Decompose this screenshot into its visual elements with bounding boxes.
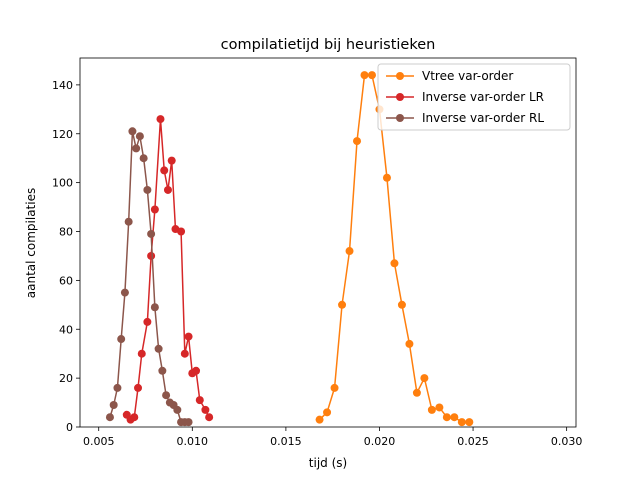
data-point: [158, 366, 167, 375]
data-point: [177, 227, 186, 236]
legend-label: Inverse var-order LR: [422, 90, 544, 104]
legend-marker: [396, 72, 404, 80]
data-point: [150, 205, 159, 214]
data-point: [457, 418, 466, 427]
data-point: [163, 185, 172, 194]
chart-title: compilatietijd bij heuristieken: [221, 37, 436, 53]
legend-label: Vtree var-order: [422, 69, 513, 83]
x-tick-label: 0.015: [270, 435, 302, 448]
series-2: [105, 127, 193, 427]
y-tick-label: 80: [59, 226, 73, 239]
data-point: [147, 229, 156, 238]
data-point: [184, 418, 193, 427]
data-point: [154, 344, 163, 353]
data-point: [345, 247, 354, 256]
x-tick-label: 0.025: [457, 435, 489, 448]
data-point: [338, 300, 347, 309]
data-point: [143, 317, 152, 326]
data-point: [201, 405, 210, 414]
data-point: [117, 335, 126, 344]
data-point: [132, 144, 141, 153]
data-point: [353, 137, 362, 146]
data-point: [109, 401, 118, 410]
legend: Vtree var-order Inverse var-order LR Inver…: [377, 63, 571, 131]
series-1: [122, 115, 214, 424]
data-point: [390, 259, 399, 268]
data-point: [120, 288, 129, 297]
legend-label: Inverse var-order RL: [422, 111, 544, 125]
data-point: [128, 127, 137, 136]
data-point: [139, 154, 148, 163]
data-point: [143, 185, 152, 194]
data-point: [135, 132, 144, 141]
axes: 0.005 0.010 0.015 0.020 0.025 0.030 0 20 40 60 80 1…: [52, 57, 583, 448]
data-point: [113, 383, 122, 392]
legend-box: [377, 63, 571, 131]
x-axis-label: tijd (s): [309, 456, 347, 470]
data-point: [105, 413, 114, 422]
y-tick-label: 60: [59, 274, 73, 287]
data-point: [382, 173, 391, 182]
y-tick-label: 140: [52, 79, 73, 92]
data-point: [173, 405, 182, 414]
x-tick-label: 0.020: [364, 435, 396, 448]
legend-marker: [396, 93, 404, 101]
data-point: [124, 217, 133, 226]
x-tick-label: 0.010: [177, 435, 209, 448]
data-point: [160, 166, 169, 175]
data-point: [180, 349, 189, 358]
data-point: [367, 71, 376, 80]
data-point: [360, 71, 369, 80]
data-point: [450, 413, 459, 422]
data-point: [167, 156, 176, 165]
data-point: [147, 251, 156, 260]
data-point: [205, 413, 214, 422]
series-0: [315, 71, 474, 427]
data-point: [156, 115, 165, 124]
y-axis-label: aantal compilaties: [24, 188, 38, 298]
data-point: [330, 383, 339, 392]
y-tick-label: 40: [59, 323, 73, 336]
data-point: [162, 391, 171, 400]
data-point: [184, 332, 193, 341]
data-point: [442, 413, 451, 422]
data-point: [397, 300, 406, 309]
y-tick-label: 0: [66, 421, 73, 434]
plot-area: [105, 71, 474, 427]
axes-frame: [79, 57, 577, 428]
data-point: [435, 403, 444, 412]
data-point: [427, 405, 436, 414]
x-tick-label: 0.030: [551, 435, 583, 448]
data-point: [137, 349, 146, 358]
data-point: [134, 383, 143, 392]
data-point: [405, 339, 414, 348]
data-point: [323, 408, 332, 417]
data-point: [465, 418, 474, 427]
data-point: [315, 415, 324, 424]
y-tick-label: 100: [52, 177, 73, 190]
data-point: [150, 303, 159, 312]
y-tick-label: 20: [59, 372, 73, 385]
data-point: [192, 366, 201, 375]
data-point: [195, 396, 204, 405]
data-point: [420, 374, 429, 383]
data-point: [412, 388, 421, 397]
data-point: [130, 413, 139, 422]
legend-marker: [396, 114, 404, 122]
y-tick-label: 120: [52, 128, 73, 141]
x-tick-label: 0.005: [83, 435, 115, 448]
